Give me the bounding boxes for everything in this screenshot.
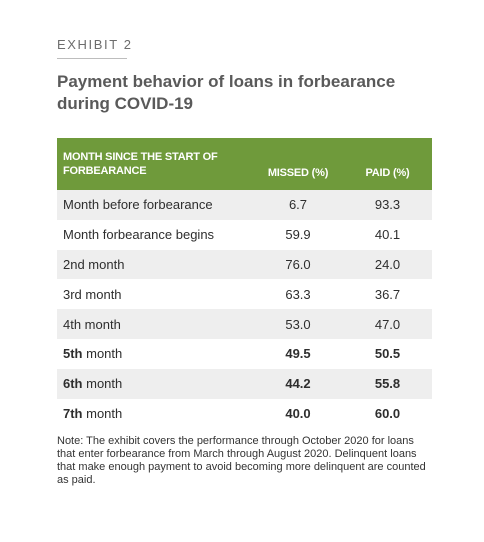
cell-paid: 24.0	[374, 256, 401, 272]
cell-missed: 59.9	[285, 227, 311, 243]
header-paid: PAID (%)	[365, 167, 410, 179]
cell-month: Month before forbearance	[57, 197, 253, 212]
cell-missed: 49.5	[285, 346, 311, 362]
chart-title: Payment behavior of loans in forbearance…	[57, 72, 396, 113]
cell-month: Month forbearance begins	[57, 227, 253, 242]
cell-missed: 53.0	[285, 316, 311, 332]
cell-month: 6th month	[57, 376, 253, 391]
cell-month: 2nd month	[57, 257, 253, 272]
table-row: 7th month 40.0 60.0	[57, 399, 432, 429]
cell-paid: 50.5	[374, 346, 401, 362]
table-row: 5th month 49.5 50.5	[57, 339, 432, 369]
cell-missed: 40.0	[285, 405, 311, 421]
cell-paid: 47.0	[374, 316, 401, 332]
cell-month-ordinal: 7th	[63, 405, 83, 421]
table-body: Month before forbearance 6.7 93.3 Month for…	[57, 190, 432, 428]
cell-month-text: Month forbearance begins	[63, 227, 215, 243]
exhibit-divider	[57, 58, 127, 59]
table-row: 4th month 53.0 47.0	[57, 309, 432, 339]
cell-month: 4th month	[57, 317, 253, 332]
table-row: 3rd month 63.3 36.7	[57, 279, 432, 309]
cell-paid: 36.7	[374, 286, 401, 302]
cell-paid: 60.0	[374, 405, 401, 421]
table-header: MONTH SINCE THE START OF FORBEARANCE MIS…	[57, 138, 432, 190]
table-row: 6th month 44.2 55.8	[57, 368, 432, 399]
cell-month-ordinal: 5th	[63, 346, 83, 362]
cell-month: 5th month	[57, 346, 253, 361]
cell-month-text: 4th month	[63, 316, 121, 332]
cell-month-text: month	[82, 346, 123, 362]
cell-month: 3rd month	[57, 287, 253, 302]
cell-paid: 55.8	[374, 376, 401, 392]
cell-month-text: Month before forbearance	[63, 197, 213, 213]
exhibit-label: EXHIBIT 2	[57, 37, 133, 52]
table-row: Month before forbearance 6.7 93.3	[57, 190, 432, 220]
cell-missed: 76.0	[285, 256, 311, 272]
cell-month-text: month	[82, 405, 123, 421]
cell-missed: 6.7	[288, 197, 308, 213]
cell-month-text: 3rd month	[63, 286, 122, 302]
cell-paid: 93.3	[374, 197, 401, 213]
data-table: MONTH SINCE THE START OF FORBEARANCE MIS…	[57, 138, 432, 428]
cell-missed: 44.2	[285, 376, 311, 392]
cell-month: 7th month	[57, 406, 253, 421]
cell-month-text: 2nd month	[63, 256, 125, 272]
header-month: MONTH SINCE THE START OF FORBEARANCE	[63, 151, 218, 177]
cell-paid: 40.1	[374, 227, 401, 243]
header-missed: MISSED (%)	[267, 167, 329, 179]
cell-month-text: month	[82, 376, 123, 392]
cell-month-ordinal: 6th	[63, 376, 83, 392]
footnote: Note: The exhibit covers the performance…	[57, 435, 426, 486]
table-row: 2nd month 76.0 24.0	[57, 249, 432, 280]
cell-missed: 63.3	[285, 286, 311, 302]
table-row: Month forbearance begins 59.9 40.1	[57, 220, 432, 250]
